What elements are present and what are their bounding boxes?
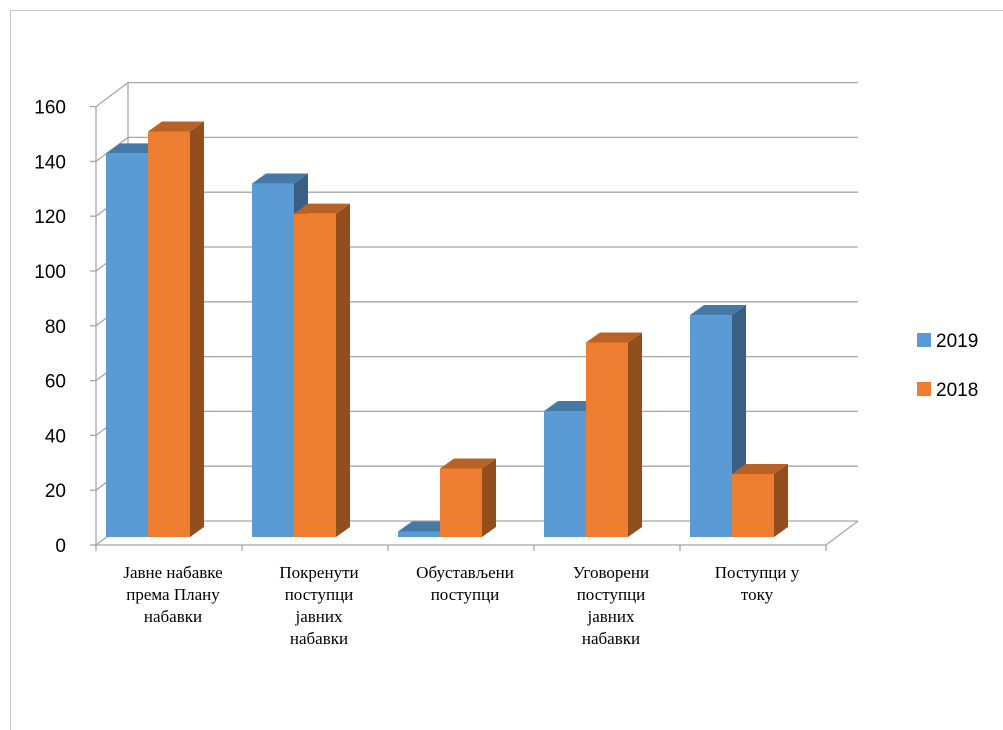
bar-top-face bbox=[586, 332, 642, 343]
x-category-label: Уговорени поступци јавних набавки bbox=[573, 563, 649, 648]
x-category-label: Обустављени поступци bbox=[416, 563, 514, 604]
legend-label-2018: 2018 bbox=[936, 380, 978, 401]
bar-2018-2 bbox=[440, 458, 496, 537]
bar-front-face bbox=[586, 342, 628, 537]
bar-2018-1 bbox=[294, 203, 350, 537]
x-category-label-line: Поступци у bbox=[715, 563, 800, 582]
bar-front-face bbox=[148, 131, 190, 538]
y-tick-label: 160 bbox=[34, 98, 66, 119]
x-category-label: Поступци у току bbox=[715, 563, 800, 604]
x-category-label-line: набавки bbox=[582, 629, 640, 648]
x-category-label-line: набавки bbox=[144, 607, 202, 626]
x-category-label-line: јавних bbox=[587, 607, 635, 626]
legend-swatch-2019 bbox=[917, 333, 931, 347]
y-tick-label: 100 bbox=[34, 262, 66, 283]
x-category-label-line: поступци bbox=[431, 585, 500, 604]
x-category-label-line: јавних bbox=[295, 607, 343, 626]
y-tick-label: 20 bbox=[45, 481, 66, 502]
bar-front-face bbox=[294, 213, 336, 537]
bar-side-face bbox=[774, 463, 788, 537]
gridline bbox=[95, 136, 858, 162]
x-category-label-line: према Плану bbox=[126, 585, 220, 604]
y-tick-label: 40 bbox=[45, 426, 66, 447]
bar-side-face bbox=[628, 332, 642, 537]
y-tick-label: 60 bbox=[45, 372, 66, 393]
x-category-label-line: Јавне набавке bbox=[123, 563, 222, 582]
floor-right-edge bbox=[825, 520, 859, 546]
bar-2018-0 bbox=[148, 121, 204, 538]
bar-top-face bbox=[148, 121, 204, 132]
x-category-label-line: поступци bbox=[577, 585, 646, 604]
x-category-label-line: поступци bbox=[285, 585, 354, 604]
bar-top-face bbox=[732, 463, 788, 474]
bar-front-face bbox=[544, 410, 586, 537]
y-tick-label: 80 bbox=[45, 317, 66, 338]
legend-label-2019: 2019 bbox=[936, 331, 978, 352]
bar-top-face bbox=[294, 203, 350, 214]
bar-front-face bbox=[690, 315, 732, 537]
bar-side-face bbox=[482, 458, 496, 537]
bar-chart: 0 20 40 60 80 100 120 140 160 Јавне набавке према… bbox=[34, 81, 978, 648]
gridline bbox=[95, 81, 858, 108]
x-category-label: Јавне набавке према Плану набавки bbox=[123, 563, 222, 626]
bar-front-face bbox=[106, 153, 148, 537]
chart-frame bbox=[10, 10, 1003, 730]
gridline bbox=[95, 246, 858, 272]
bar-front-face bbox=[732, 473, 774, 537]
bar-front-face bbox=[398, 531, 440, 537]
bar-front-face bbox=[440, 468, 482, 537]
bar-top-face bbox=[690, 305, 746, 316]
y-tick-label: 120 bbox=[34, 207, 66, 228]
x-category-label-line: току bbox=[741, 585, 774, 604]
legend-swatch-2018 bbox=[917, 382, 931, 396]
x-category-label-line: Покренути bbox=[279, 563, 358, 582]
bar-side-face bbox=[190, 121, 204, 537]
bar-top-face bbox=[252, 173, 308, 184]
x-category-label-line: Уговорени bbox=[573, 563, 649, 582]
bar-2018-4 bbox=[732, 463, 788, 537]
x-category-label: Покренути поступци јавних набавки bbox=[279, 563, 358, 648]
bar-2018-3 bbox=[586, 332, 642, 537]
y-tick-label: 0 bbox=[55, 536, 66, 557]
x-category-label-line: набавки bbox=[290, 629, 348, 648]
bar-side-face bbox=[336, 203, 350, 537]
bar-top-face bbox=[440, 458, 496, 469]
x-category-label-line: Обустављени bbox=[416, 563, 514, 582]
y-tick-label: 140 bbox=[34, 152, 66, 173]
bar-front-face bbox=[252, 183, 294, 538]
gridline bbox=[95, 191, 858, 217]
